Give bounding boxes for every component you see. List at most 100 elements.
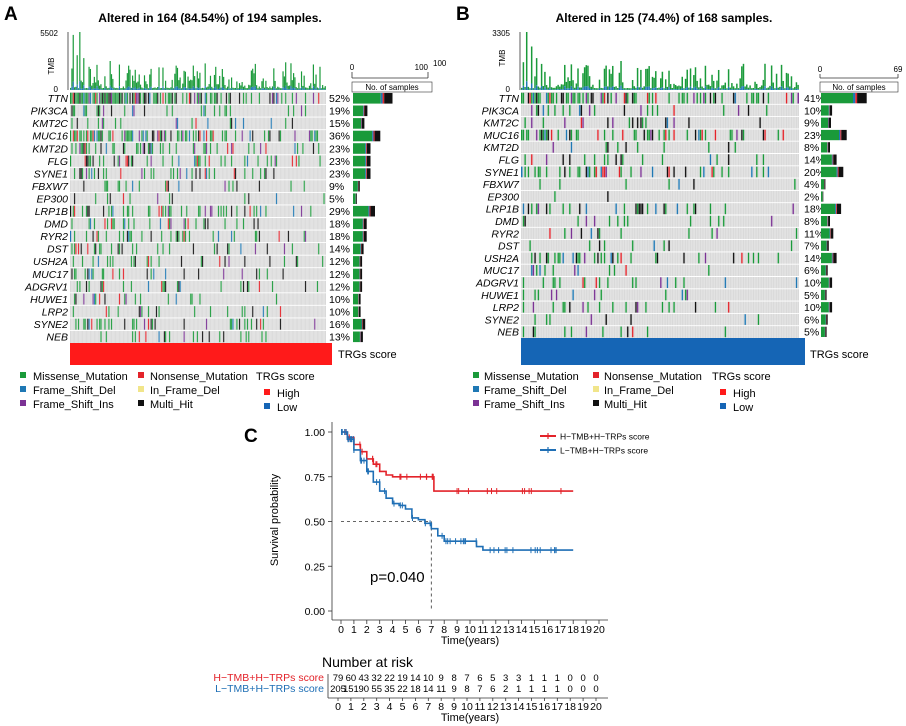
mutation-cell [246, 155, 249, 167]
tmb-bar [122, 86, 124, 90]
mutation-cell [102, 117, 105, 129]
mutation-cell [755, 92, 758, 104]
gene-bar-multihit [824, 179, 826, 190]
mutation-cell [182, 130, 184, 142]
mutation-cell [616, 142, 619, 153]
mutation-cell [100, 130, 102, 142]
mutation-cell [656, 105, 659, 116]
mutation-cell [101, 92, 103, 104]
gene-bar-multihit [366, 155, 371, 167]
risk-x-tick-label: 4 [387, 701, 393, 713]
mutation-cell [79, 281, 81, 292]
tmb-bar-segment [236, 88, 238, 90]
tmb-bar [593, 88, 596, 90]
gene-bar-multihit [360, 281, 363, 292]
gene-bar-multihit [370, 205, 375, 217]
mutation-cell [130, 281, 133, 292]
mutation-cell [625, 265, 627, 276]
mutation-cell [620, 326, 622, 338]
tmb-bar [299, 88, 301, 90]
mutation-cell [266, 243, 268, 255]
mutation-cell [155, 92, 158, 104]
mutation-cell [162, 155, 164, 167]
tmb-bar [238, 83, 241, 89]
mutation-cell [265, 168, 267, 180]
tmb-bar [760, 85, 763, 90]
tmb-bar-segment [785, 87, 788, 90]
mutation-cell [126, 130, 129, 142]
tmb-bar-segment [76, 84, 78, 90]
mutation-cell [106, 180, 109, 192]
tmb-bar-segment [673, 89, 675, 90]
tmb-bar [731, 83, 733, 89]
mutation-cell [85, 143, 88, 154]
tmb-bar [703, 88, 705, 90]
mutation-cell [542, 129, 545, 141]
mutation-cell [655, 252, 657, 264]
legend-b-low: Low [733, 402, 753, 414]
mutation-cell [70, 230, 72, 242]
mutation-cell [209, 130, 212, 142]
mutation-cell [250, 318, 253, 330]
tmb-bar-segment [769, 89, 771, 90]
tmb-bar [721, 85, 723, 90]
gene-percent: 5% [329, 194, 344, 206]
mutation-cell [106, 255, 109, 267]
mutation-cell [195, 117, 197, 129]
mutation-cell [196, 331, 198, 343]
mutation-cell [686, 129, 689, 141]
gene-percent: 6% [804, 265, 819, 277]
tmb-bar [663, 88, 665, 90]
mutation-cell [129, 193, 131, 205]
mutation-cell [539, 129, 541, 141]
mutation-cell [593, 105, 596, 116]
mutation-cell [132, 331, 134, 343]
tmb-bar [76, 55, 78, 85]
gene-bar-multihit [360, 256, 363, 267]
gene-percent: 23% [329, 156, 350, 168]
mutation-cell [203, 143, 205, 154]
tmb-bar-segment [684, 88, 687, 90]
tmb-bar [577, 68, 579, 87]
mutation-cell [211, 205, 213, 217]
tmb-bar [207, 86, 209, 90]
mutation-cell [88, 318, 90, 330]
risk-count: 1 [555, 673, 560, 684]
legend-b-fsdel: Frame_Shift_Del [484, 385, 567, 397]
gene-bar-multihit [363, 218, 367, 230]
tmb-bar-segment [192, 86, 194, 90]
mutation-cell [587, 301, 589, 313]
mutation-cell [537, 203, 540, 215]
gene-label: FBXW7 [32, 181, 69, 193]
mutation-cell [211, 92, 213, 104]
mutation-cell [545, 314, 548, 325]
km-x-tick-label: 9 [454, 624, 460, 636]
mutation-cell [213, 168, 216, 180]
tmb-bar [318, 88, 320, 90]
km-curve-low [341, 431, 574, 551]
mutation-cell [621, 129, 624, 141]
mutation-cell [236, 318, 238, 330]
tmb-bar [764, 63, 766, 87]
mutation-cell [595, 166, 598, 178]
tmb-bar-segment [711, 87, 713, 90]
mutation-cell [296, 143, 299, 154]
mutation-cell [234, 117, 237, 129]
gene-bar-missense [353, 243, 361, 255]
gene-bar-fsdel [363, 105, 364, 117]
tmb-bar [323, 87, 325, 90]
tmb-bar-segment [542, 89, 544, 90]
legend-b-missense: Missense_Mutation [484, 371, 579, 383]
mutation-cell [97, 230, 100, 242]
tmb-bar [230, 77, 233, 89]
tmb-bar [147, 88, 150, 90]
mutation-cell [258, 92, 261, 104]
mutation-cell [229, 318, 231, 330]
mutation-cell [75, 92, 77, 104]
panel-a-oncoplot-grid [70, 92, 326, 343]
mutation-cell [233, 230, 235, 242]
mutation-cell [130, 130, 133, 142]
mutation-cell [582, 301, 584, 313]
mutation-cell [762, 154, 765, 165]
mutation-cell [89, 155, 92, 167]
